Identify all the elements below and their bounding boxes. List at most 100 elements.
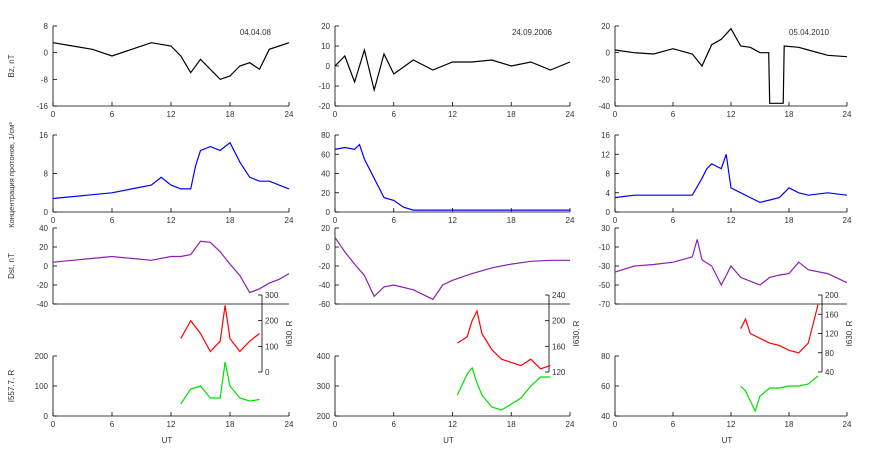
bz-x-tick-label: 0 xyxy=(613,110,618,119)
i5577-x-tick-label: 18 xyxy=(226,420,235,429)
density-tick-label: 16 xyxy=(39,131,48,140)
bz-x-tick-label: 0 xyxy=(333,110,338,119)
density-line xyxy=(334,143,570,211)
dst-tick-label: -10 xyxy=(598,243,610,252)
density-x-tick-label: 12 xyxy=(448,216,457,225)
bz-tick-label: 20 xyxy=(321,22,330,31)
i5577-x-tick-label: 0 xyxy=(51,420,56,429)
panel-date-label: 04.04.08 xyxy=(240,28,272,37)
i5577-axis-label: I557.7, R xyxy=(7,370,16,403)
density-x-tick-label: 0 xyxy=(333,216,338,225)
i5577-tick-label: 0 xyxy=(44,412,49,421)
shared-y-labels: Bz, nT Концентрация протонов, 1/см³ Dst, n… xyxy=(7,54,16,402)
i630-tick-label: 160 xyxy=(552,342,566,351)
dst-tick-label: 30 xyxy=(601,224,610,233)
dst-line xyxy=(334,237,570,301)
density-tick-label: 40 xyxy=(321,170,330,179)
dst-tick-label: -30 xyxy=(598,262,610,271)
bz-x-tick-label: 12 xyxy=(167,110,176,119)
density-tick-label: 60 xyxy=(321,150,330,159)
bz-x-tick-label: 12 xyxy=(448,110,457,119)
density-tick-label: 12 xyxy=(601,150,610,159)
density-tick-label: 20 xyxy=(321,189,330,198)
bz-tick-label: -40 xyxy=(598,102,610,111)
density-tick-label: 0 xyxy=(326,208,331,217)
density-x-tick-label: 0 xyxy=(51,216,56,225)
density-tick-label: 80 xyxy=(321,131,330,140)
i630-line xyxy=(740,304,819,354)
i5577-tick-label: 40 xyxy=(601,412,610,421)
i630-axis-label: I630, R xyxy=(845,320,854,346)
i5577-tick-label: 200 xyxy=(35,352,49,361)
x-axis-label-ut: UT xyxy=(722,436,733,445)
density-x-tick-label: 12 xyxy=(727,216,736,225)
i630-tick-label: 120 xyxy=(825,330,839,339)
density-x-tick-label: 6 xyxy=(392,216,397,225)
i630-tick-label: 300 xyxy=(265,291,279,300)
dst-axis-label: Dst, nT xyxy=(7,253,16,279)
density-line xyxy=(52,141,290,200)
density-x-tick-label: 6 xyxy=(110,216,115,225)
bz-x-tick-label: 24 xyxy=(566,110,575,119)
density-x-tick-label: 18 xyxy=(226,216,235,225)
bz-x-tick-label: 24 xyxy=(285,110,294,119)
density-tick-label: 0 xyxy=(44,208,49,217)
density-tick-label: 8 xyxy=(44,170,49,179)
dst-line xyxy=(614,239,848,287)
bz-x-tick-label: 6 xyxy=(392,110,397,119)
bz-x-tick-label: 18 xyxy=(785,110,794,119)
panel-date-label: 05.04.2010 xyxy=(789,28,830,37)
bz-x-tick-label: 18 xyxy=(226,110,235,119)
density-x-tick-label: 18 xyxy=(507,216,516,225)
density-x-tick-label: 24 xyxy=(566,216,575,225)
dst-tick-label: 20 xyxy=(321,224,330,233)
density-tick-label: 8 xyxy=(606,170,611,179)
i5577-x-tick-label: 12 xyxy=(448,420,457,429)
bz-axis-label: Bz, nT xyxy=(7,54,16,77)
bz-x-tick-label: 12 xyxy=(727,110,736,119)
density-x-tick-label: 6 xyxy=(671,216,676,225)
bz-line xyxy=(334,47,571,93)
i5577-tick-label: 60 xyxy=(601,382,610,391)
x-axis-label-ut: UT xyxy=(162,436,173,445)
bz-tick-label: 20 xyxy=(601,22,610,31)
i5577-x-tick-label: 24 xyxy=(285,420,294,429)
i5577-tick-label: 300 xyxy=(317,382,331,391)
dst-tick-label: -20 xyxy=(318,262,330,271)
dst-tick-label: -60 xyxy=(318,300,330,309)
density-x-tick-label: 24 xyxy=(285,216,294,225)
i5577-line xyxy=(456,366,551,411)
bz-tick-label: 8 xyxy=(44,22,49,31)
i630-tick-label: 40 xyxy=(825,368,834,377)
i630-tick-label: 0 xyxy=(265,368,270,377)
density-tick-label: 16 xyxy=(601,131,610,140)
density-x-tick-label: 0 xyxy=(613,216,618,225)
i630-axis-label: I630, R xyxy=(285,320,294,346)
bz-line xyxy=(52,42,290,80)
i5577-tick-label: 80 xyxy=(601,352,610,361)
i5577-x-tick-label: 0 xyxy=(333,420,338,429)
dst-tick-label: 0 xyxy=(326,243,331,252)
dst-tick-label: -70 xyxy=(598,300,610,309)
i5577-x-tick-label: 12 xyxy=(727,420,736,429)
i5577-tick-label: 200 xyxy=(317,412,331,421)
i630-tick-label: 160 xyxy=(825,310,839,319)
x-axis-label-ut: UT xyxy=(443,436,454,445)
i630-line xyxy=(457,309,551,370)
dst-tick-label: -40 xyxy=(36,300,48,309)
i5577-x-tick-label: 6 xyxy=(671,420,676,429)
bz-tick-label: -20 xyxy=(598,75,610,84)
bz-x-tick-label: 18 xyxy=(507,110,516,119)
dst-tick-label: -40 xyxy=(318,281,330,290)
i630-tick-label: 240 xyxy=(552,291,566,300)
density-tick-label: 0 xyxy=(606,208,611,217)
bz-x-tick-label: 6 xyxy=(110,110,115,119)
density-x-tick-label: 12 xyxy=(167,216,176,225)
dst-tick-label: 0 xyxy=(44,262,49,271)
i5577-x-tick-label: 24 xyxy=(843,420,852,429)
density-line xyxy=(614,154,848,204)
dst-tick-label: 40 xyxy=(39,224,48,233)
